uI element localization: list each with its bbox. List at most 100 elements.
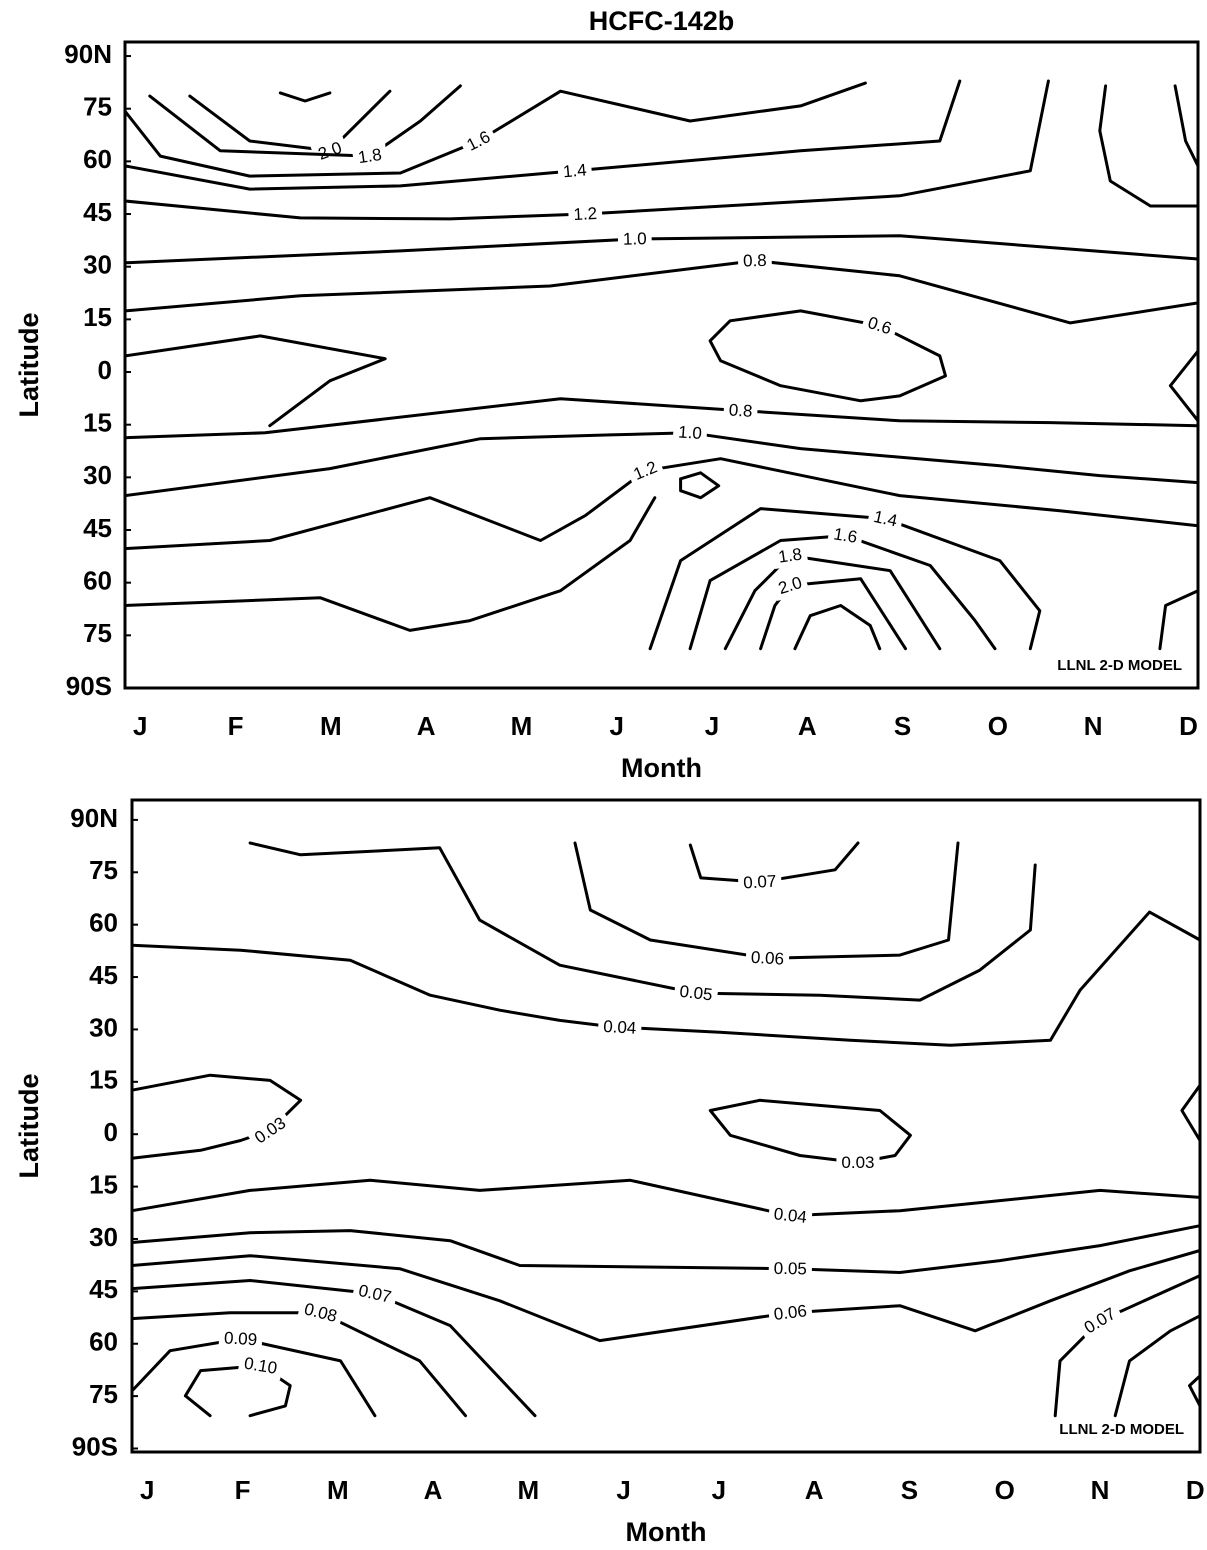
y-tick-label: 45: [83, 197, 112, 227]
contour-line: [708, 309, 947, 403]
contour-label-bg: [617, 227, 652, 251]
x-tick-label: J: [140, 1475, 154, 1505]
contour-line: [130, 1178, 1202, 1218]
contour-label-group: 0.06: [767, 1299, 813, 1327]
x-tick-label: A: [424, 1475, 443, 1505]
contour-line: [123, 457, 1200, 551]
y-tick-label: 30: [89, 1222, 118, 1252]
y-tick-label: 0: [104, 1117, 118, 1147]
contour-line: [123, 397, 1200, 440]
annotation: LLNL 2-D MODEL: [1059, 1421, 1184, 1438]
x-tick-label: O: [988, 711, 1008, 741]
contour-label: 0.09: [224, 1328, 258, 1349]
contour-line: [148, 84, 462, 158]
contour-line: [123, 334, 387, 428]
contour-line: [1188, 1374, 1202, 1408]
contour-label: 0.07: [357, 1281, 393, 1307]
contour-label-bg: [673, 979, 719, 1007]
x-tick-label: J: [705, 711, 719, 741]
y-tick-label: 90N: [64, 39, 112, 69]
y-tick-label: 75: [89, 855, 118, 885]
contour-line: [123, 79, 962, 191]
contour-line: [278, 91, 332, 103]
contour-line: [1168, 349, 1200, 423]
contour-label-group: 1.2: [567, 202, 603, 226]
contour-label: 1.8: [777, 544, 803, 566]
plot-frame: [130, 798, 1202, 1454]
y-tick-label: 90N: [70, 803, 118, 833]
contour-label-bg: [767, 1299, 813, 1327]
contour-label: 1.4: [872, 507, 899, 531]
annotation: LLNL 2-D MODEL: [1057, 657, 1182, 674]
contour-label-group: 0.06: [745, 945, 790, 971]
contour-label-bg: [672, 420, 708, 445]
contour-label-bg: [458, 123, 499, 159]
contour-label-group: 0.07: [737, 869, 783, 895]
contour-label-bg: [771, 542, 809, 569]
x-tick-label: F: [228, 711, 244, 741]
contour-label-group: 0.05: [673, 979, 719, 1007]
contour-line: [573, 841, 960, 960]
contour-label: 0.06: [773, 1301, 808, 1324]
y-tick-label: 60: [89, 1327, 118, 1357]
y-tick-label: 60: [89, 908, 118, 938]
contour-label-group: 0.8: [723, 398, 759, 423]
contour-line: [1113, 1314, 1202, 1418]
contour-line: [1053, 1274, 1202, 1418]
contour-label: 0.8: [743, 251, 767, 271]
contour-label: 0.04: [773, 1204, 808, 1227]
contour-label-group: 1.8: [771, 542, 809, 569]
plot-frame: [123, 40, 1200, 690]
contour-label: 0.06: [750, 948, 784, 969]
contour-label-group: 0.6: [860, 310, 900, 342]
contour-label-bg: [737, 869, 783, 895]
contour-label: 1.4: [562, 160, 587, 181]
y-tick-label: 15: [83, 408, 112, 438]
contour-line: [708, 1098, 912, 1164]
x-tick-label: M: [511, 711, 533, 741]
y-tick-label: 15: [89, 1065, 118, 1095]
x-tick-label: D: [1186, 1475, 1205, 1505]
x-tick-label: A: [805, 1475, 824, 1505]
x-tick-label: S: [901, 1475, 918, 1505]
y-tick-label: 30: [83, 250, 112, 280]
contour-label-bg: [297, 1296, 345, 1329]
contour-label: 0.08: [302, 1299, 339, 1326]
x-tick-label: N: [1091, 1475, 1110, 1505]
contour-line: [1098, 84, 1200, 208]
contour-label-bg: [866, 504, 905, 534]
contour-line: [123, 234, 1200, 265]
y-tick-label: 60: [83, 566, 112, 596]
contour-line: [130, 1224, 1202, 1274]
contour-label-bg: [827, 522, 864, 550]
contour-label-bg: [770, 569, 810, 601]
contour-line: [679, 471, 721, 500]
contour-label-bg: [237, 1351, 284, 1381]
contour-line: [248, 841, 1037, 1002]
contour-line: [130, 1249, 1202, 1343]
contour-line: [123, 259, 1200, 325]
y-tick-label: 45: [89, 960, 118, 990]
contour-label-bg: [737, 249, 773, 273]
x-tick-label: O: [995, 1475, 1015, 1505]
contour-label-group: 2.0: [310, 134, 350, 167]
y-tick-label: 75: [83, 618, 112, 648]
x-tick-label: A: [798, 711, 817, 741]
y-tick-label: 30: [89, 1012, 118, 1042]
contour-line: [130, 910, 1202, 1047]
x-axis-label: Month: [621, 753, 702, 783]
contour-label-group: 0.8: [737, 249, 773, 273]
y-tick-label: 75: [83, 92, 112, 122]
contour-label-bg: [310, 134, 350, 167]
x-axis-label: Month: [626, 1517, 707, 1545]
contour-label-bg: [246, 1109, 295, 1152]
contour-label-bg: [557, 158, 593, 184]
x-tick-label: D: [1179, 711, 1198, 741]
contour-label-group: 2.0: [770, 569, 810, 601]
contour-label: 1.6: [832, 524, 858, 547]
contour-label: 1.0: [623, 229, 647, 249]
contour-line: [188, 89, 392, 153]
contour-label: 1.0: [678, 422, 703, 443]
contour-label-group: 1.6: [827, 522, 864, 550]
